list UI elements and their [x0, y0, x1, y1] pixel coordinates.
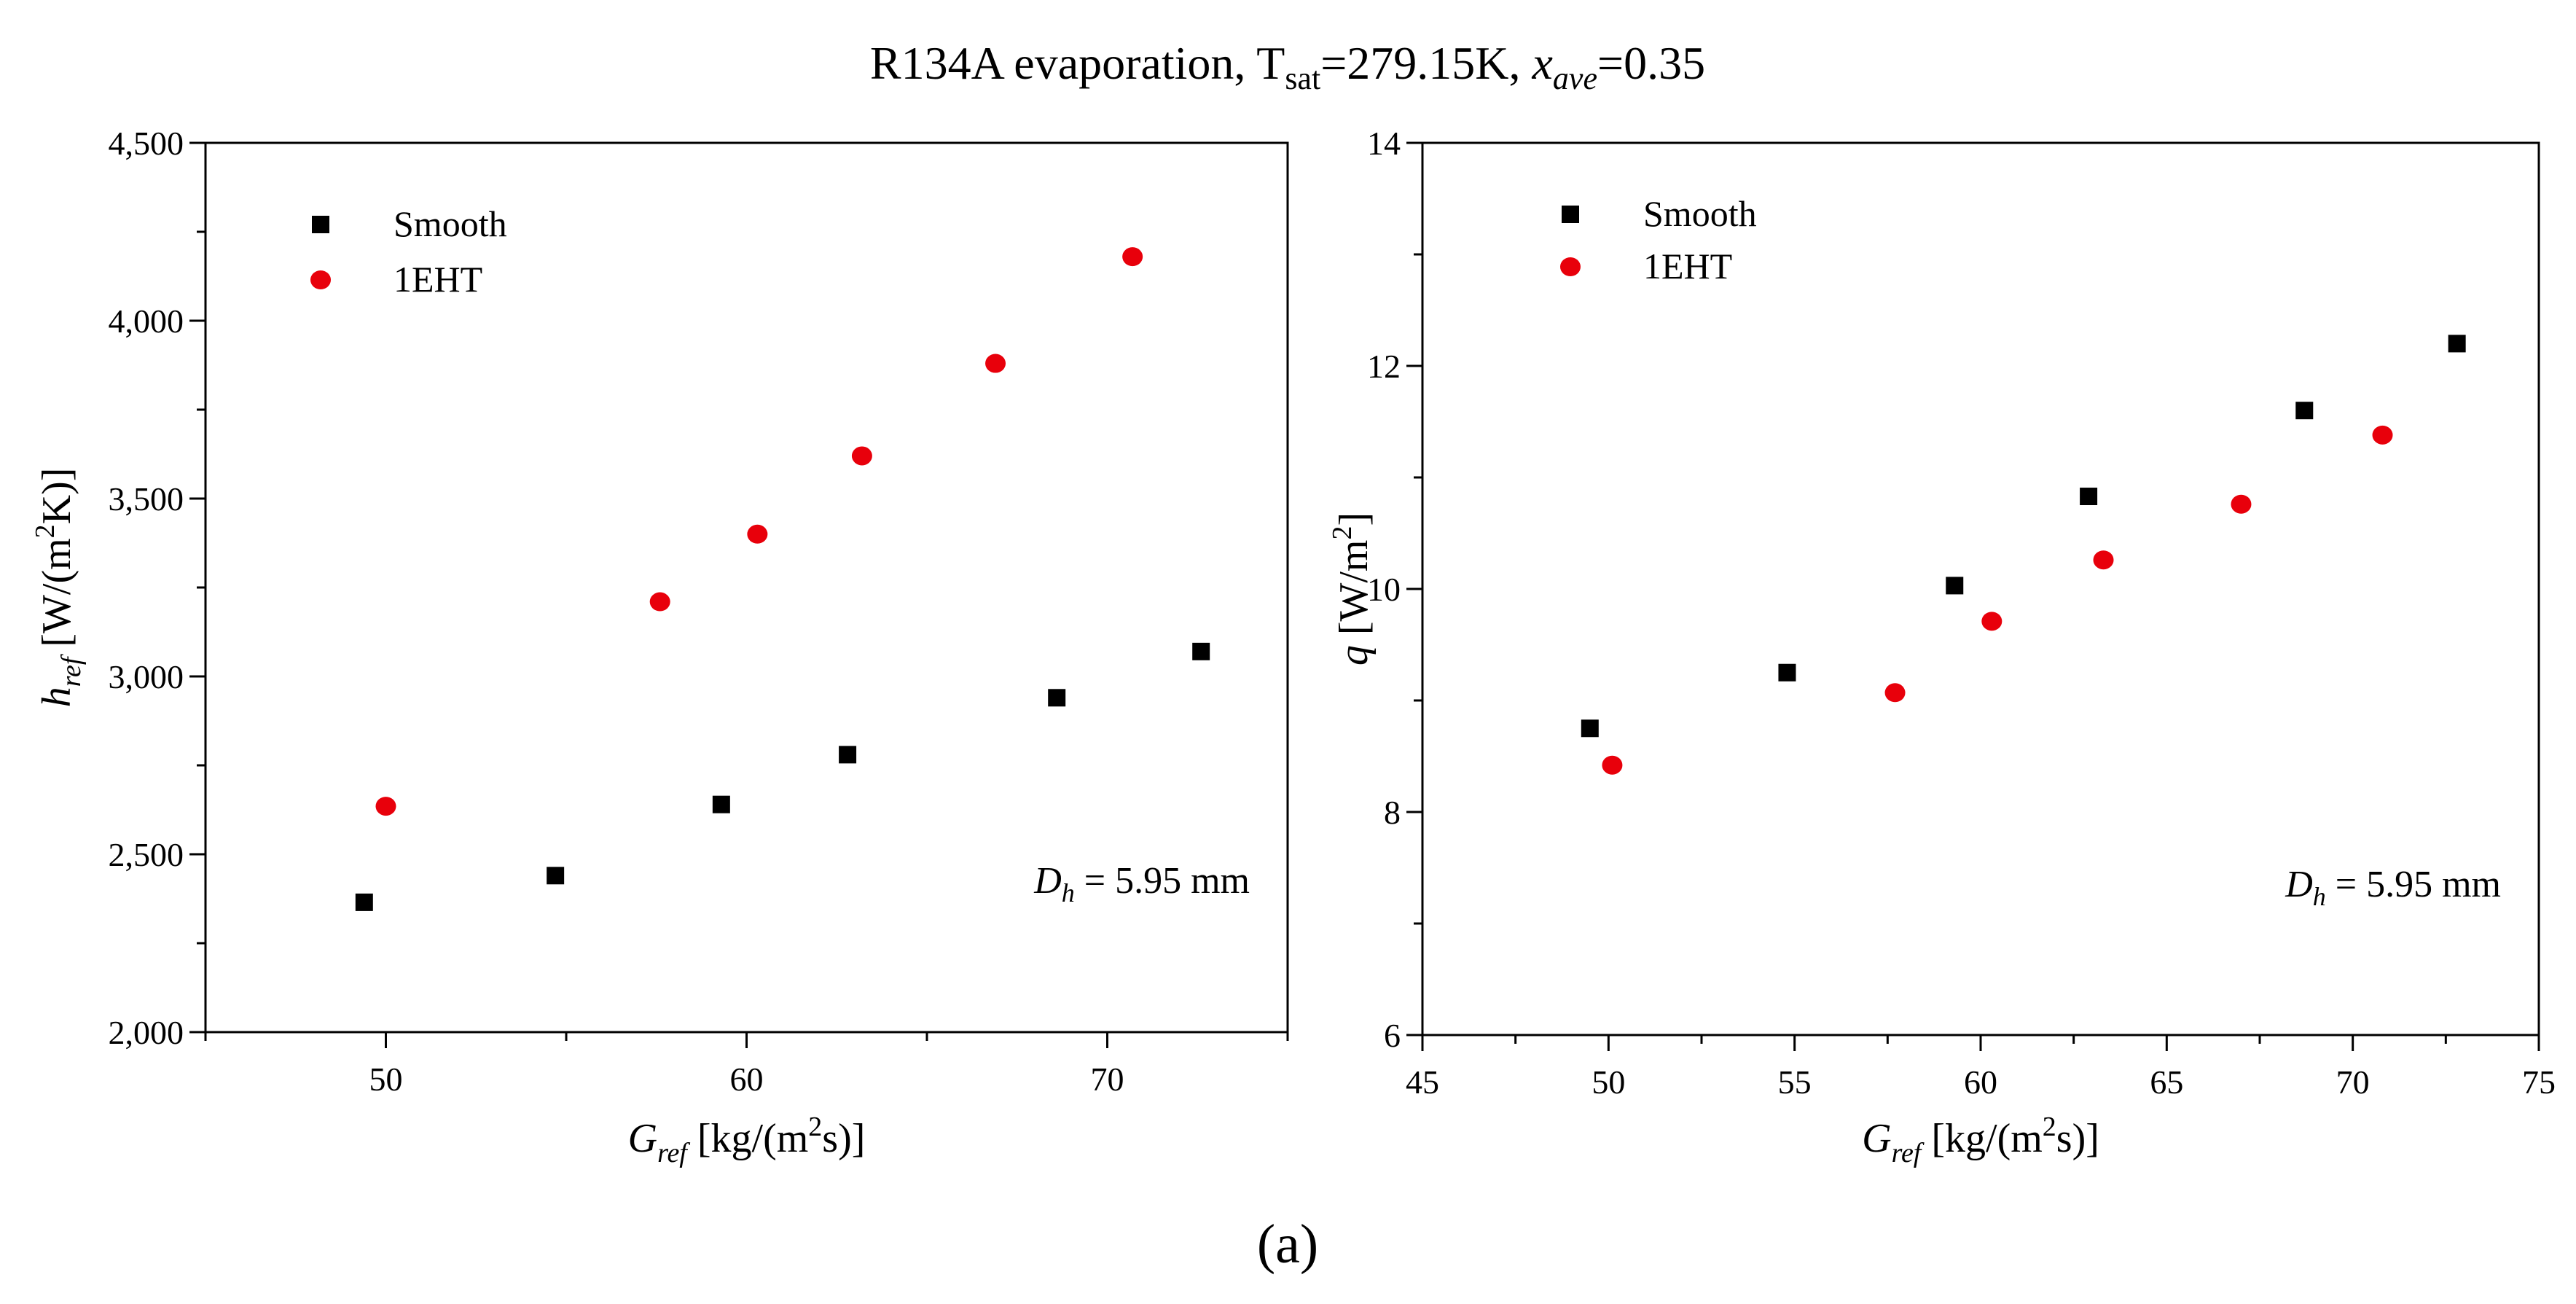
x-tick-label: 65 — [2150, 1063, 2183, 1101]
chart-h-ref: 50 60 70 2,000 2,500 3,000 3,500 4,000 4,500 Gref… — [30, 125, 1289, 1168]
point-smooth — [355, 893, 373, 911]
point-smooth — [1192, 642, 1210, 660]
point-1eht — [1884, 683, 1906, 703]
point-smooth — [2080, 488, 2098, 506]
y-tick-label: 10 — [1367, 571, 1401, 608]
point-1eht — [375, 797, 396, 816]
x-tick-label: 50 — [1592, 1063, 1625, 1101]
legend-label: Smooth — [1643, 193, 1757, 234]
legend: Smooth 1EHT — [310, 203, 507, 300]
x-tick-label: 60 — [1964, 1063, 1997, 1101]
panel-label: (a) — [1257, 1214, 1318, 1275]
point-1eht — [2231, 494, 2252, 514]
legend-marker-smooth — [1562, 206, 1579, 223]
x-tick-label: 55 — [1778, 1063, 1812, 1101]
y-tick-label: 14 — [1367, 125, 1401, 162]
legend-marker-1eht — [1560, 257, 1581, 276]
annotation-dh: Dh = 5.95 mm — [2285, 864, 2501, 911]
point-smooth — [2295, 402, 2314, 420]
annotation-dh: Dh = 5.95 mm — [1033, 860, 1250, 907]
point-1eht — [2372, 425, 2393, 445]
x-tick-label: 75 — [2522, 1063, 2556, 1101]
point-smooth — [1778, 663, 1796, 682]
point-1eht — [1602, 755, 1623, 775]
y-tick-label: 2,000 — [109, 1014, 184, 1051]
x-axis-label: Gref [kg/(m2s)] — [628, 1112, 866, 1168]
y-tick-label: 12 — [1367, 348, 1401, 385]
y-tick-label: 8 — [1384, 794, 1401, 831]
point-1eht — [851, 446, 872, 466]
y-tick-label: 4,000 — [109, 302, 184, 340]
point-1eht — [649, 592, 670, 612]
y-tick-label: 2,500 — [109, 836, 184, 873]
y-tick-label: 3,000 — [109, 658, 184, 695]
point-1eht — [2093, 550, 2114, 570]
point-smooth — [547, 867, 565, 885]
y-axis-label: href [W/(m2K)] — [30, 468, 87, 708]
legend-marker-smooth — [312, 216, 329, 233]
y-tick-label: 6 — [1384, 1017, 1401, 1054]
legend-label: Smooth — [394, 203, 507, 244]
point-1eht — [1981, 612, 2003, 631]
figure-title: R134A evaporation, Tsat=279.15K, xave=0.… — [870, 37, 1705, 96]
x-tick-label: 70 — [1091, 1061, 1124, 1098]
point-smooth — [1581, 719, 1599, 738]
x-tick-label: 70 — [2336, 1063, 2370, 1101]
x-tick-label: 50 — [369, 1061, 403, 1098]
x-axis-label: Gref [kg/(m2s)] — [1862, 1112, 2099, 1168]
y-tick-label: 4,500 — [109, 125, 184, 162]
point-smooth — [1946, 577, 1964, 595]
point-1eht — [985, 354, 1006, 373]
point-smooth — [712, 795, 730, 813]
legend-marker-1eht — [310, 270, 331, 289]
point-smooth — [2448, 335, 2466, 353]
legend: Smooth 1EHT — [1560, 193, 1757, 286]
point-smooth — [1048, 689, 1066, 707]
point-1eht — [747, 524, 768, 544]
chart-q: 45 50 55 60 65 70 75 6 8 10 12 14 Gref [kg/(m2s)] q [… — [1327, 125, 2556, 1168]
legend-label: 1EHT — [394, 259, 482, 300]
legend-label: 1EHT — [1643, 246, 1732, 286]
x-tick-label: 45 — [1406, 1063, 1439, 1101]
point-smooth — [839, 746, 857, 764]
point-1eht — [1122, 247, 1143, 267]
y-axis-label: q [W/m2] — [1327, 512, 1377, 665]
y-tick-label: 3,500 — [109, 480, 184, 518]
x-tick-label: 60 — [730, 1061, 764, 1098]
